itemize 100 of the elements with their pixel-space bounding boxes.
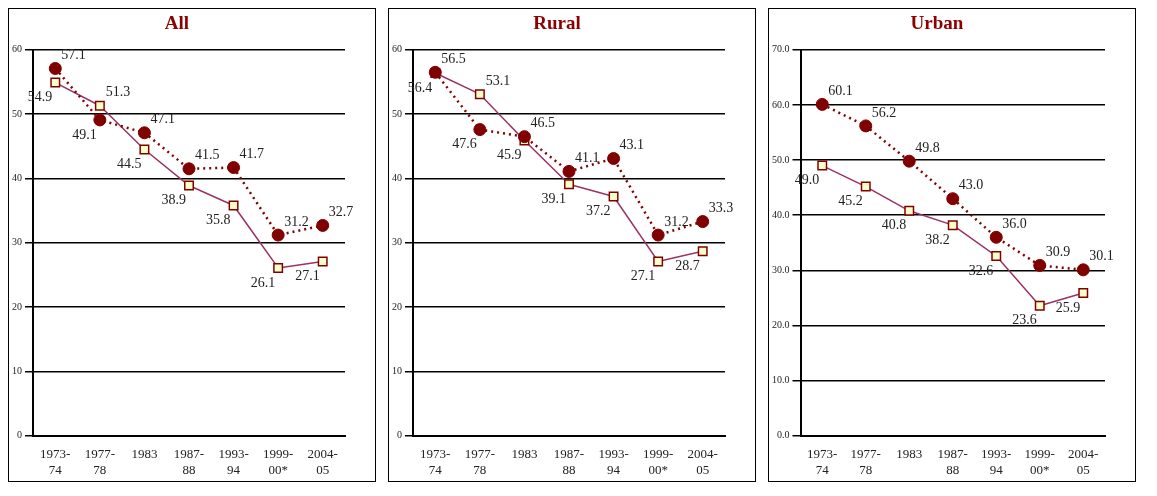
point (651, 228, 665, 242)
y-tick-label: 60.0 (772, 98, 790, 110)
y-tick-label: 50 (392, 107, 402, 119)
data-label: 51.3 (105, 84, 131, 100)
data-label: 47.1 (150, 111, 175, 127)
data-label: 31.2 (664, 213, 689, 229)
y-tick-label: 30 (12, 236, 22, 248)
x-tick-label: 1993-94 (598, 446, 629, 477)
x-tick-label: 1999-00* (1024, 446, 1055, 477)
point (989, 230, 1003, 244)
y-tick-label: 50.0 (772, 153, 790, 165)
y-tick-label: 30.0 (772, 264, 790, 275)
x-tick-label: 1999-00* (262, 446, 294, 477)
data-label: 38.9 (161, 192, 186, 208)
point (182, 162, 196, 176)
point (316, 218, 330, 232)
data-label: 32.7 (328, 204, 354, 220)
data-label: 49.8 (915, 139, 940, 155)
x-tick-label: 2004-05 (1068, 446, 1099, 477)
x-tick-label: 2004-05 (687, 446, 718, 477)
data-label: 23.6 (1012, 312, 1037, 328)
point (1076, 263, 1090, 277)
data-label: 60.1 (828, 83, 853, 99)
point (946, 192, 960, 206)
y-tick-label: 60 (12, 43, 22, 55)
y-tick-label: 30 (392, 236, 402, 248)
x-tick-label: 1987-88 (173, 446, 205, 477)
point (607, 152, 621, 166)
y-tick-label: 10 (12, 365, 22, 377)
x-tick-label: 1973-74 (420, 446, 451, 477)
chart-title: Urban (910, 12, 964, 34)
point (815, 97, 829, 111)
data-label: 31.2 (284, 213, 309, 229)
y-tick-label: 0.0 (777, 429, 790, 441)
data-label: 35.8 (206, 212, 231, 228)
data-label: 41.1 (575, 150, 600, 166)
x-tick-label: 1983 (511, 446, 538, 462)
data-label: 56.5 (441, 50, 466, 66)
data-label: 49.1 (72, 126, 97, 142)
point (859, 119, 873, 133)
data-label: 28.7 (675, 257, 700, 273)
point (137, 126, 151, 140)
x-tick-label: 1983 (896, 446, 923, 462)
data-label: 41.7 (239, 146, 265, 162)
data-label: 30.9 (1045, 244, 1071, 260)
y-tick-label: 40 (12, 172, 22, 184)
y-tick-label: 10 (392, 365, 402, 377)
x-tick-label: 1993-94 (981, 446, 1012, 477)
data-label: 30.1 (1089, 248, 1114, 264)
x-tick-label: 2004-05 (307, 446, 338, 477)
x-tick-label: 1977-78 (464, 446, 496, 477)
point (48, 61, 62, 75)
y-tick-label: 20 (392, 300, 402, 312)
y-tick-label: 50 (12, 107, 22, 119)
data-label: 33.3 (708, 200, 734, 216)
data-label: 38.2 (925, 231, 950, 247)
y-tick-label: 20.0 (772, 319, 790, 331)
data-label: 53.1 (485, 72, 511, 88)
y-tick-label: 10.0 (772, 374, 790, 386)
y-tick-label: 0 (397, 429, 402, 441)
data-label: 43.1 (619, 137, 645, 153)
data-label: 45.9 (496, 147, 522, 163)
x-tick-label: 1973-74 (807, 446, 838, 477)
x-tick-label: 1977-78 (850, 446, 881, 477)
data-label: 36.0 (1002, 215, 1027, 231)
chart-title: Rural (533, 12, 581, 34)
y-tick-label: 40.0 (772, 208, 790, 220)
x-tick-label: 1987-88 (937, 446, 968, 477)
data-label: 27.1 (295, 268, 320, 284)
point (696, 215, 710, 229)
x-tick-label: 1983 (131, 446, 158, 462)
point (902, 154, 916, 168)
data-label: 40.8 (881, 217, 907, 233)
data-label: 41.5 (195, 147, 220, 163)
y-tick-label: 40 (392, 172, 402, 184)
data-label: 27.1 (630, 268, 656, 284)
point (517, 130, 531, 144)
x-tick-label: 1977-78 (84, 446, 116, 477)
point (93, 113, 107, 127)
data-label: 57.1 (61, 47, 86, 63)
point (473, 123, 487, 137)
y-tick-label: 60 (392, 43, 402, 55)
point (227, 161, 241, 175)
chart-title: All (164, 12, 190, 34)
data-label: 39.1 (541, 190, 566, 206)
point (1033, 258, 1047, 272)
point (562, 164, 576, 178)
x-tick-label: 1987-88 (553, 446, 585, 477)
x-tick-label: 1973-74 (40, 446, 71, 477)
data-label: 44.5 (116, 156, 142, 172)
data-label: 26.1 (250, 274, 276, 290)
y-tick-label: 20 (12, 300, 22, 312)
data-label: 37.2 (586, 203, 611, 219)
y-tick-label: 0 (17, 429, 22, 441)
data-label: 56.2 (871, 104, 897, 120)
x-tick-label: 1999-00* (642, 446, 674, 477)
point (271, 228, 285, 242)
data-label: 47.6 (452, 136, 477, 152)
data-label: 25.9 (1055, 299, 1081, 315)
data-label: 46.5 (530, 115, 555, 131)
